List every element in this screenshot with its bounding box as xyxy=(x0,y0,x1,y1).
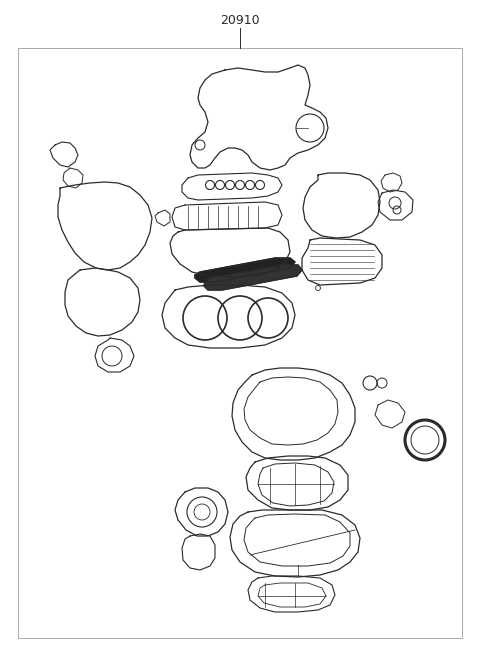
Polygon shape xyxy=(195,258,295,282)
Bar xyxy=(18,48,462,638)
Text: 20910: 20910 xyxy=(220,14,260,26)
Polygon shape xyxy=(204,265,302,290)
